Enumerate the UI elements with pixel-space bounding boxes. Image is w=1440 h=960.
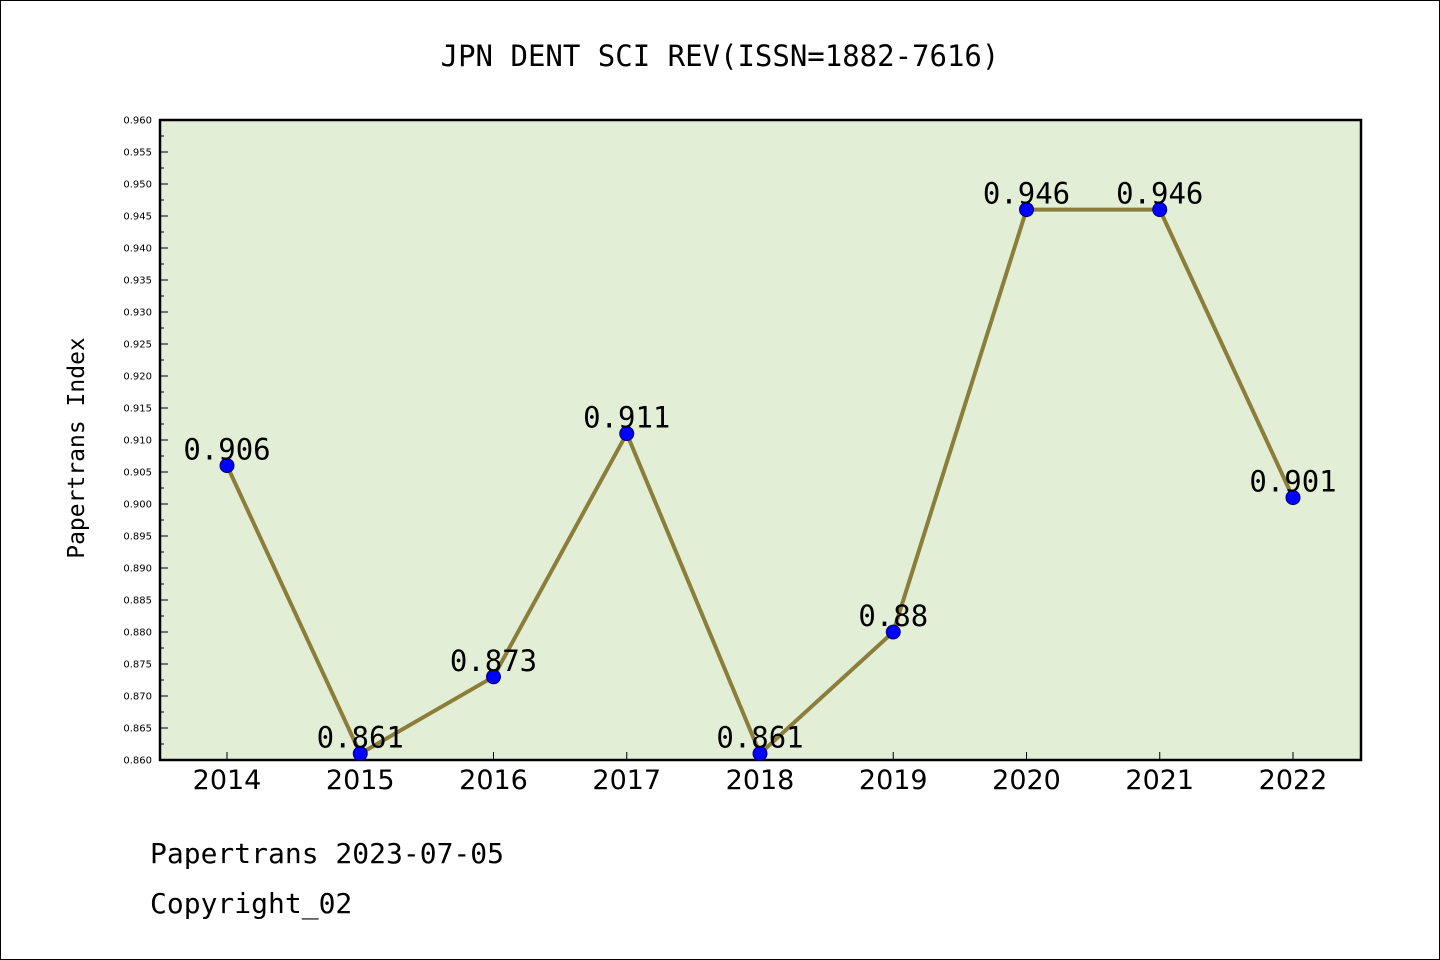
- y-tick-label: 0.940: [123, 244, 152, 255]
- y-tick-label: 0.960: [123, 116, 152, 127]
- footer-copyright: Copyright_02: [150, 887, 352, 921]
- data-label: 0.861: [716, 721, 803, 755]
- x-tick-label: 2014: [193, 765, 262, 796]
- x-tick-label: 2016: [459, 765, 528, 796]
- y-tick-label: 0.955: [123, 148, 152, 159]
- data-label: 0.861: [317, 721, 404, 755]
- y-tick-label: 0.915: [123, 404, 152, 415]
- data-point-marker: [1152, 202, 1168, 218]
- x-tick-label: 2015: [326, 765, 395, 796]
- y-tick-label: 0.950: [123, 180, 152, 191]
- x-tick-label: 2021: [1125, 765, 1194, 796]
- data-label: 0.946: [1116, 177, 1203, 211]
- data-label: 0.873: [450, 644, 537, 678]
- y-tick-label: 0.885: [123, 596, 152, 607]
- y-tick-label: 0.925: [123, 340, 152, 351]
- x-tick-label: 2018: [726, 765, 795, 796]
- data-point-marker: [1019, 202, 1034, 218]
- data-point-marker: [752, 746, 768, 762]
- data-label: 0.911: [583, 401, 670, 435]
- y-axis-label: Papertrans Index: [64, 337, 90, 559]
- y-tick-label: 0.860: [123, 756, 152, 767]
- y-tick-label: 0.935: [123, 276, 152, 287]
- y-tick-label: 0.890: [123, 564, 152, 575]
- y-tick-label: 0.905: [123, 468, 152, 479]
- chart-title: JPN DENT SCI REV(ISSN=1882-7616): [441, 39, 1000, 73]
- x-axis-ticks: 2014 2015 2016 2017 2018 2019 2020 2021 2022: [193, 752, 1328, 796]
- data-label: 0.906: [183, 433, 270, 467]
- data-label: 0.946: [983, 177, 1070, 211]
- plot-area: [158, 118, 1363, 762]
- data-label: 0.901: [1249, 465, 1336, 499]
- y-tick-label: 0.900: [123, 500, 152, 511]
- y-tick-label: 0.930: [123, 308, 152, 319]
- y-tick-label: 0.895: [123, 532, 152, 543]
- x-tick-label: 2020: [992, 765, 1061, 796]
- data-point-marker: [885, 624, 901, 640]
- y-tick-label: 0.945: [123, 212, 152, 223]
- data-point-marker: [1285, 490, 1301, 506]
- series-papertrans-index: [219, 202, 1301, 762]
- data-label: 0.88: [858, 599, 928, 633]
- x-tick-label: 2017: [592, 765, 661, 796]
- y-tick-label: 0.910: [123, 436, 152, 447]
- data-point-marker: [352, 746, 368, 762]
- y-tick-label: 0.880: [123, 628, 152, 639]
- y-tick-label: 0.875: [123, 660, 152, 671]
- footer-date: Papertrans 2023-07-05: [150, 837, 504, 870]
- x-tick-label: 2022: [1259, 765, 1328, 796]
- y-axis-ticks: 0.860 0.865 0.870 0.875 0.880 0.885 0.890 0.895…: [123, 116, 168, 767]
- data-point-marker: [219, 458, 235, 474]
- y-tick-label: 0.870: [123, 692, 152, 703]
- x-tick-label: 2019: [859, 765, 928, 796]
- y-tick-label: 0.865: [123, 724, 152, 735]
- data-point-marker: [619, 426, 635, 442]
- data-labels: 0.906 0.861 0.873 0.911 0.861 0.88 0.946 0.946 0…: [183, 177, 1336, 755]
- data-point-marker: [486, 669, 501, 685]
- y-tick-label: 0.920: [123, 372, 152, 383]
